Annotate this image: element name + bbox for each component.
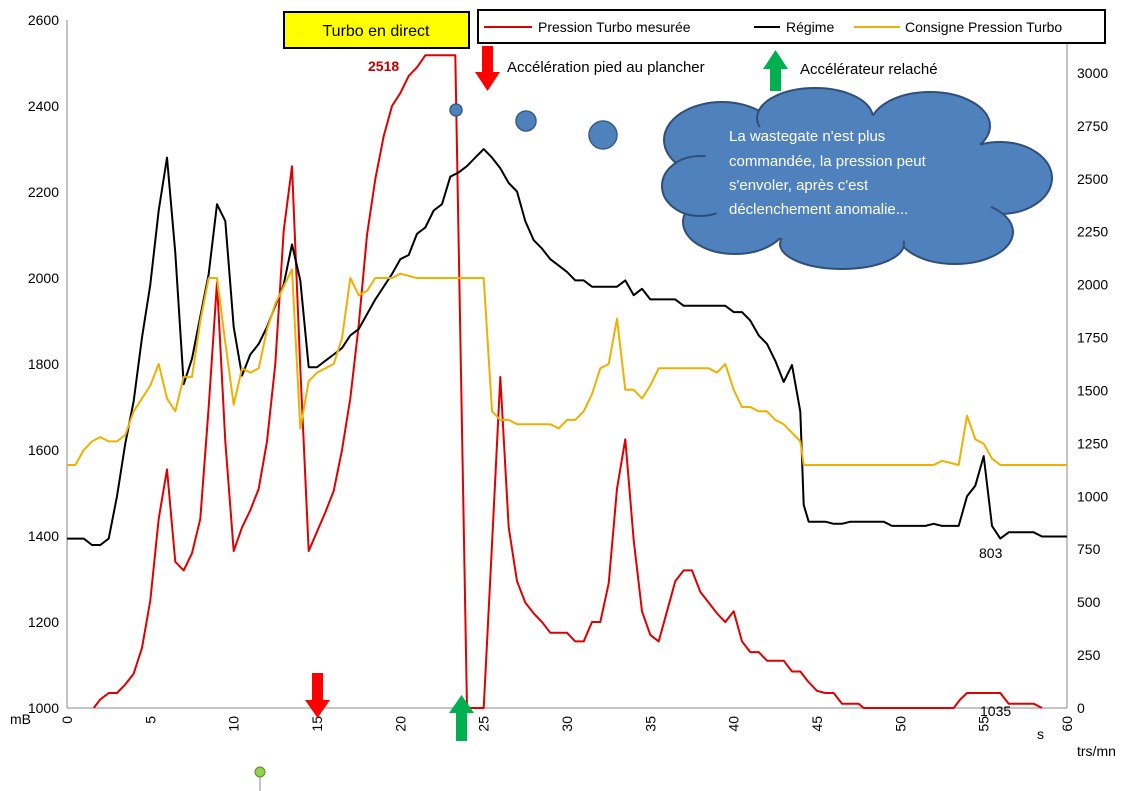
left-tick-label: 2600 xyxy=(28,12,59,28)
legend-label-regime: Régime xyxy=(786,19,834,35)
x-tick-label: 25 xyxy=(476,716,492,732)
marker-dot xyxy=(254,766,266,778)
right-tick-label: 2000 xyxy=(1077,277,1108,293)
red-arrow-bottom-icon xyxy=(305,673,330,718)
green-arrow-bottom-icon xyxy=(449,695,474,741)
accel-full-label: Accélération pied au plancher xyxy=(507,59,705,76)
left-tick-label: 1000 xyxy=(28,700,59,716)
thought-bubble-large xyxy=(588,120,618,150)
x-tick-label: 35 xyxy=(642,716,658,732)
x-tick-label: 20 xyxy=(392,716,408,732)
left-tick-label: 2400 xyxy=(28,98,59,114)
left-tick-label: 1800 xyxy=(28,356,59,372)
x-tick-label: 50 xyxy=(892,716,908,732)
left-axis-unit: mB xyxy=(10,711,31,727)
right-tick-label: 1750 xyxy=(1077,330,1108,346)
series-line-1 xyxy=(67,148,1067,546)
cloud-line-2: commandée, la pression peut xyxy=(729,153,927,170)
right-tick-label: 2750 xyxy=(1077,118,1108,134)
right-tick-label: 750 xyxy=(1077,541,1101,557)
red-arrow-down-icon xyxy=(475,46,500,91)
x-axis-unit: s xyxy=(1037,726,1044,742)
cloud-callout: La wastegate n'est plus commandée, la pr… xyxy=(661,87,1053,270)
left-tick-label: 1200 xyxy=(28,614,59,630)
right-axis-unit: trs/mn xyxy=(1077,743,1116,759)
x-tick-label: 60 xyxy=(1059,716,1075,732)
x-tick-label: 55 xyxy=(976,716,992,732)
x-axis-ticks: 0 5 10 15 20 25 30 35 40 45 50 55 60 xyxy=(59,716,1075,732)
peak-label: 2518 xyxy=(368,58,399,74)
x-tick-label: 5 xyxy=(142,716,158,724)
label-1035: 1035 xyxy=(980,703,1011,719)
cloud-line-1: La wastegate n'est plus xyxy=(729,128,885,145)
x-tick-label: 45 xyxy=(809,716,825,732)
right-tick-label: 2250 xyxy=(1077,224,1108,240)
turbo-box xyxy=(283,11,470,49)
thought-bubble-medium xyxy=(515,110,537,132)
right-tick-label: 1000 xyxy=(1077,488,1108,504)
series-line-2 xyxy=(67,268,1067,466)
turbo-box-label: Turbo en direct xyxy=(322,23,430,40)
right-axis-ticks: 0 250 500 750 1000 1250 1500 1750 2000 2250 2500 27… xyxy=(1077,65,1108,716)
accel-release-label: Accélérateur relaché xyxy=(800,61,938,78)
right-tick-label: 250 xyxy=(1077,647,1101,663)
left-tick-label: 2200 xyxy=(28,184,59,200)
legend-box xyxy=(477,9,1106,44)
series-layer xyxy=(67,54,1067,709)
x-tick-label: 40 xyxy=(726,716,742,732)
green-arrow-up-icon xyxy=(763,50,788,91)
series-line-0 xyxy=(92,54,1043,709)
x-tick-label: 0 xyxy=(59,716,75,724)
right-tick-label: 0 xyxy=(1077,700,1085,716)
left-tick-label: 1600 xyxy=(28,442,59,458)
legend-label-pression: Pression Turbo mesurée xyxy=(538,19,691,35)
left-tick-label: 1400 xyxy=(28,528,59,544)
right-tick-label: 500 xyxy=(1077,594,1101,610)
x-tick-label: 15 xyxy=(309,716,325,732)
x-tick-label: 30 xyxy=(559,716,575,732)
left-tick-label: 2000 xyxy=(28,270,59,286)
right-tick-label: 3000 xyxy=(1077,65,1108,81)
x-tick-label: 10 xyxy=(226,716,242,732)
right-tick-label: 2500 xyxy=(1077,171,1108,187)
thought-bubble-small xyxy=(449,103,463,117)
cloud-line-4: déclenchement anomalie... xyxy=(729,201,908,218)
legend-label-consigne: Consigne Pression Turbo xyxy=(905,19,1062,35)
right-tick-label: 1250 xyxy=(1077,435,1108,451)
cloud-line-3: s'envoler, après c'est xyxy=(729,177,869,194)
right-tick-label: 1500 xyxy=(1077,382,1108,398)
left-axis-ticks: 1000 1200 1400 1600 1800 2000 2200 2400 2600 xyxy=(28,12,59,716)
label-803: 803 xyxy=(979,545,1003,561)
